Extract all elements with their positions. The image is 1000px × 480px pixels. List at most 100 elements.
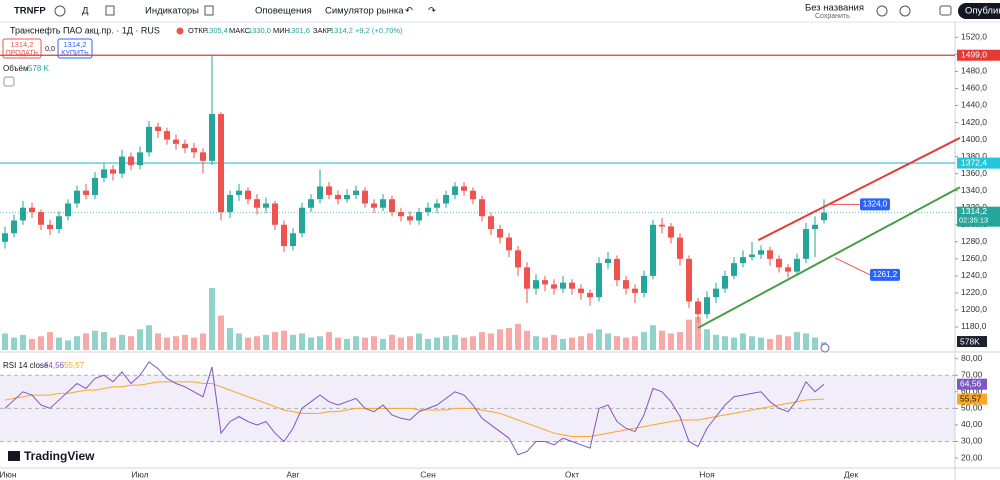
volume-bar — [461, 337, 467, 350]
candle-body — [254, 199, 260, 208]
market-status — [176, 27, 184, 35]
candle-body — [479, 199, 485, 217]
candle-body — [515, 250, 521, 268]
candle-body — [299, 207, 305, 234]
undo[interactable]: ↶ — [405, 6, 413, 17]
settings[interactable] — [899, 5, 911, 17]
rsi-badge — [957, 393, 987, 405]
volume-bar — [767, 338, 773, 350]
volume-bar — [623, 337, 629, 350]
candle-body — [308, 199, 314, 208]
volume-bar — [29, 338, 35, 350]
candle-body — [713, 288, 719, 298]
last-price-badge — [957, 206, 1000, 227]
y-tick-label: 1360,0 — [961, 168, 987, 178]
volume-bar — [416, 333, 422, 350]
low: 1301,6 — [287, 26, 310, 35]
volume-bar — [92, 330, 98, 350]
volume-bar — [362, 337, 368, 350]
instrument: Транснефть ПАО акц.пр. · 1Д · RUS — [10, 25, 160, 35]
sell-button[interactable] — [2, 38, 42, 59]
candle-body — [128, 156, 134, 166]
candle-body — [47, 224, 53, 230]
candle-body — [497, 229, 503, 238]
toolbar — [0, 0, 1000, 22]
sell-price[interactable]: 1314,2 — [11, 40, 34, 49]
volume-bar — [488, 333, 494, 350]
candle-body — [677, 237, 683, 259]
candle-body — [668, 226, 674, 238]
volume-bar — [443, 336, 449, 350]
replay[interactable]: Симулятор рынка — [325, 6, 404, 17]
add-symbol[interactable] — [54, 5, 66, 17]
volume-bar — [542, 337, 548, 350]
interval[interactable]: Д — [82, 6, 89, 17]
buy-button[interactable] — [57, 38, 93, 59]
candle-body — [272, 203, 278, 225]
candle-body — [650, 224, 656, 276]
price-note-label: 1261,2 — [873, 270, 898, 279]
collapse-legend[interactable] — [3, 76, 15, 87]
y-tick-label: 1240,0 — [961, 270, 987, 280]
rsi-tick-label: 30,00 — [961, 436, 983, 446]
layout-name[interactable]: Без названия — [805, 3, 864, 14]
candle-body — [344, 194, 350, 200]
snapshot[interactable] — [939, 5, 952, 16]
candle-body — [326, 186, 332, 195]
alerts[interactable]: Оповещения — [255, 6, 312, 17]
sell[interactable]: ПРОДАТЬ — [6, 50, 39, 57]
templates[interactable] — [204, 5, 214, 16]
candle-body — [155, 126, 161, 132]
volume-bar — [344, 338, 350, 350]
logo: TradingView — [24, 449, 95, 463]
candle-body — [227, 194, 233, 212]
search[interactable] — [876, 5, 888, 17]
candle-body — [704, 297, 710, 315]
redo[interactable]: ↷ — [428, 6, 437, 17]
volume-bar — [578, 336, 584, 350]
candle-body — [659, 224, 665, 227]
buy[interactable]: КУПИТЬ — [61, 50, 89, 57]
candle-body — [821, 212, 827, 221]
volume-bar — [272, 332, 278, 350]
candle-body — [11, 220, 17, 234]
volume-bar — [497, 329, 503, 350]
candle-body — [380, 199, 386, 208]
candle-body — [137, 152, 143, 166]
volume-bar — [551, 334, 557, 350]
indicators[interactable]: Индикаторы — [145, 6, 199, 17]
rsi-label: RSI 14 close — [3, 361, 49, 370]
volume-bar — [38, 336, 44, 350]
volume-bar — [56, 337, 62, 350]
level-label: 1372,4 — [961, 157, 987, 167]
volume-bar — [614, 336, 620, 350]
candle-body — [164, 131, 170, 140]
volume-bar — [452, 334, 458, 350]
candle-body — [794, 258, 800, 272]
volume-bar — [110, 337, 116, 350]
candle-body — [353, 190, 359, 195]
symbol[interactable]: TRNFP — [14, 6, 46, 17]
rsi-badge — [957, 378, 987, 390]
volume-bar — [308, 337, 314, 350]
volume-bar — [173, 336, 179, 350]
close: 1314,2 — [330, 26, 353, 35]
volume-bar — [785, 336, 791, 350]
publish-button[interactable] — [958, 3, 1000, 19]
publish[interactable]: Опублико — [965, 6, 1000, 17]
y-tick-label: 1480,0 — [961, 66, 987, 76]
candle-body — [56, 216, 62, 230]
close-label: ЗАКР — [313, 26, 332, 35]
price-note-label: 1324,0 — [863, 199, 888, 208]
rsi-tick-label: 50,00 — [961, 403, 983, 413]
candle-body — [641, 275, 647, 293]
chart-type[interactable] — [105, 5, 115, 16]
y-tick-label: 1200,0 — [961, 304, 987, 314]
level-label: 1499,0 — [961, 49, 987, 59]
volume-badge — [957, 336, 987, 348]
rsi-tick-label: 40,00 — [961, 419, 983, 429]
candle-body — [533, 280, 539, 289]
volume-bar — [317, 336, 323, 350]
buy-price[interactable]: 1314,2 — [64, 40, 87, 49]
rsi-badge-label: 55,57 — [960, 393, 982, 403]
